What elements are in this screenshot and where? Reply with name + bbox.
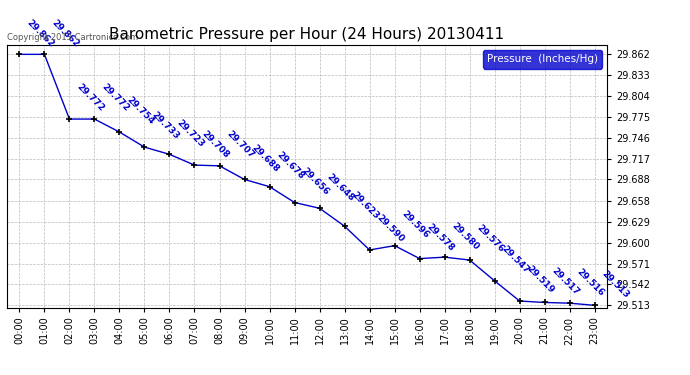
Text: 29.596: 29.596 [400, 209, 431, 240]
Text: 29.648: 29.648 [325, 172, 356, 203]
Text: 29.623: 29.623 [350, 190, 381, 220]
Text: Copyright 2013 Cartronics.com: Copyright 2013 Cartronics.com [7, 33, 138, 42]
Text: 29.862: 29.862 [50, 18, 81, 49]
Title: Barometric Pressure per Hour (24 Hours) 20130411: Barometric Pressure per Hour (24 Hours) … [110, 27, 504, 42]
Text: 29.516: 29.516 [575, 267, 607, 298]
Legend: Pressure  (Inches/Hg): Pressure (Inches/Hg) [483, 50, 602, 69]
Text: 29.707: 29.707 [225, 129, 256, 160]
Text: 29.688: 29.688 [250, 143, 281, 174]
Text: 29.578: 29.578 [425, 222, 456, 253]
Text: 29.547: 29.547 [500, 244, 531, 275]
Text: 29.733: 29.733 [150, 111, 181, 142]
Text: 29.754: 29.754 [125, 95, 156, 126]
Text: 29.590: 29.590 [375, 213, 406, 244]
Text: 29.862: 29.862 [25, 18, 56, 49]
Text: 29.723: 29.723 [175, 118, 206, 149]
Text: 29.656: 29.656 [300, 166, 331, 197]
Text: 29.517: 29.517 [550, 266, 581, 297]
Text: 29.513: 29.513 [600, 269, 631, 300]
Text: 29.678: 29.678 [275, 150, 306, 181]
Text: 29.580: 29.580 [450, 221, 481, 252]
Text: 29.519: 29.519 [525, 264, 556, 296]
Text: 29.708: 29.708 [200, 129, 231, 159]
Text: 29.772: 29.772 [100, 82, 131, 114]
Text: 29.576: 29.576 [475, 224, 506, 255]
Text: 29.772: 29.772 [75, 82, 106, 114]
